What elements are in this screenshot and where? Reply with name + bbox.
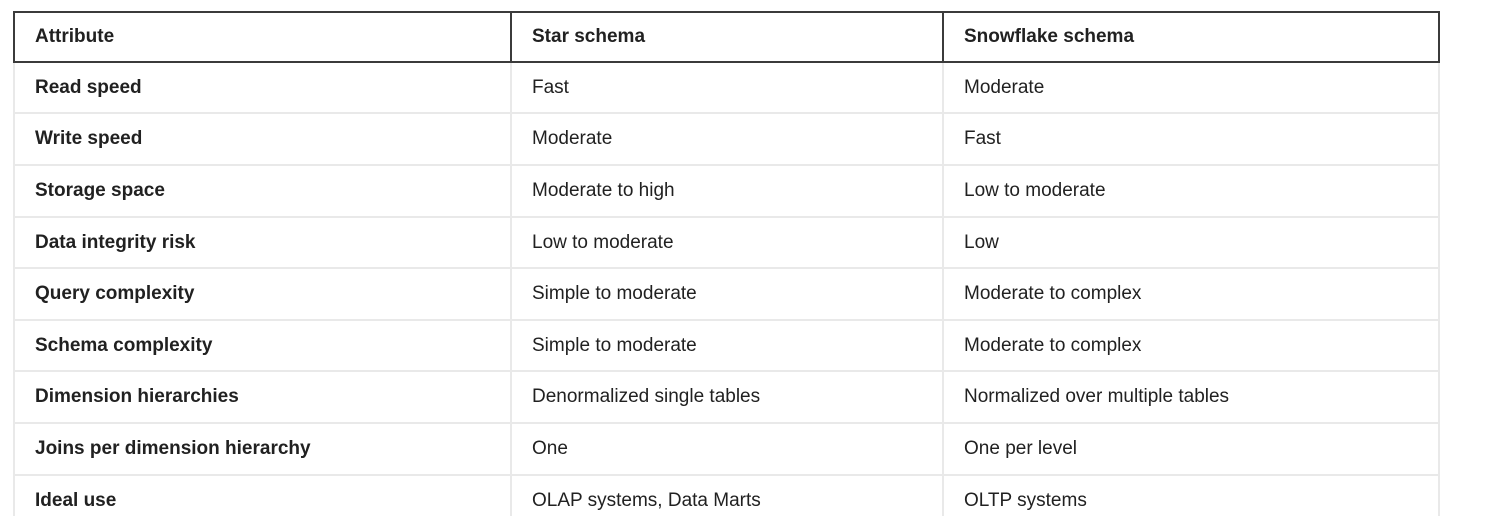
snowflake-value-cell: Moderate to complex: [942, 318, 1440, 373]
table-row: Write speed Moderate Fast: [13, 112, 1440, 166]
table-row: Read speed Fast Moderate: [13, 60, 1440, 115]
table-row: Data integrity risk Low to moderate Low: [13, 215, 1440, 270]
header-cell-star-schema: Star schema: [510, 11, 944, 63]
snowflake-value-cell: Low to moderate: [942, 163, 1440, 218]
attribute-cell: Data integrity risk: [13, 215, 512, 270]
star-value-cell: Moderate: [510, 112, 944, 166]
snowflake-value-cell: Moderate: [942, 60, 1440, 115]
star-value-cell: Simple to moderate: [510, 267, 944, 321]
table-row: Ideal use OLAP systems, Data Marts OLTP …: [13, 473, 1440, 516]
attribute-cell: Ideal use: [13, 473, 512, 516]
attribute-cell: Read speed: [13, 60, 512, 115]
star-value-cell: Low to moderate: [510, 215, 944, 270]
table-row: Joins per dimension hierarchy One One pe…: [13, 422, 1440, 476]
header-cell-snowflake-schema: Snowflake schema: [942, 11, 1440, 63]
table-row: Storage space Moderate to high Low to mo…: [13, 163, 1440, 218]
star-value-cell: Fast: [510, 60, 944, 115]
attribute-cell: Schema complexity: [13, 318, 512, 373]
snowflake-value-cell: One per level: [942, 422, 1440, 476]
snowflake-value-cell: OLTP systems: [942, 473, 1440, 516]
star-value-cell: Moderate to high: [510, 163, 944, 218]
snowflake-value-cell: Normalized over multiple tables: [942, 370, 1440, 425]
table-body: Read speed Fast Moderate Write speed Mod…: [13, 60, 1440, 516]
snowflake-value-cell: Low: [942, 215, 1440, 270]
header-row: Attribute Star schema Snowflake schema: [13, 11, 1440, 63]
schema-comparison-table: Attribute Star schema Snowflake schema R…: [13, 11, 1440, 516]
header-cell-attribute: Attribute: [13, 11, 512, 63]
star-value-cell: Simple to moderate: [510, 318, 944, 373]
snowflake-value-cell: Moderate to complex: [942, 267, 1440, 321]
attribute-cell: Joins per dimension hierarchy: [13, 422, 512, 476]
attribute-cell: Query complexity: [13, 267, 512, 321]
table-header: Attribute Star schema Snowflake schema: [13, 11, 1440, 63]
star-value-cell: One: [510, 422, 944, 476]
attribute-cell: Storage space: [13, 163, 512, 218]
attribute-cell: Write speed: [13, 112, 512, 166]
table-row: Query complexity Simple to moderate Mode…: [13, 267, 1440, 321]
star-value-cell: OLAP systems, Data Marts: [510, 473, 944, 516]
snowflake-value-cell: Fast: [942, 112, 1440, 166]
star-value-cell: Denormalized single tables: [510, 370, 944, 425]
attribute-cell: Dimension hierarchies: [13, 370, 512, 425]
table-row: Dimension hierarchies Denormalized singl…: [13, 370, 1440, 425]
table-row: Schema complexity Simple to moderate Mod…: [13, 318, 1440, 373]
